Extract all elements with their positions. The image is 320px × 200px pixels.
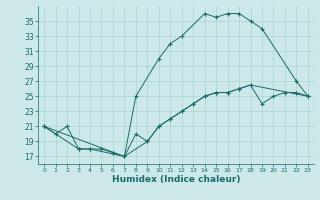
X-axis label: Humidex (Indice chaleur): Humidex (Indice chaleur): [112, 175, 240, 184]
